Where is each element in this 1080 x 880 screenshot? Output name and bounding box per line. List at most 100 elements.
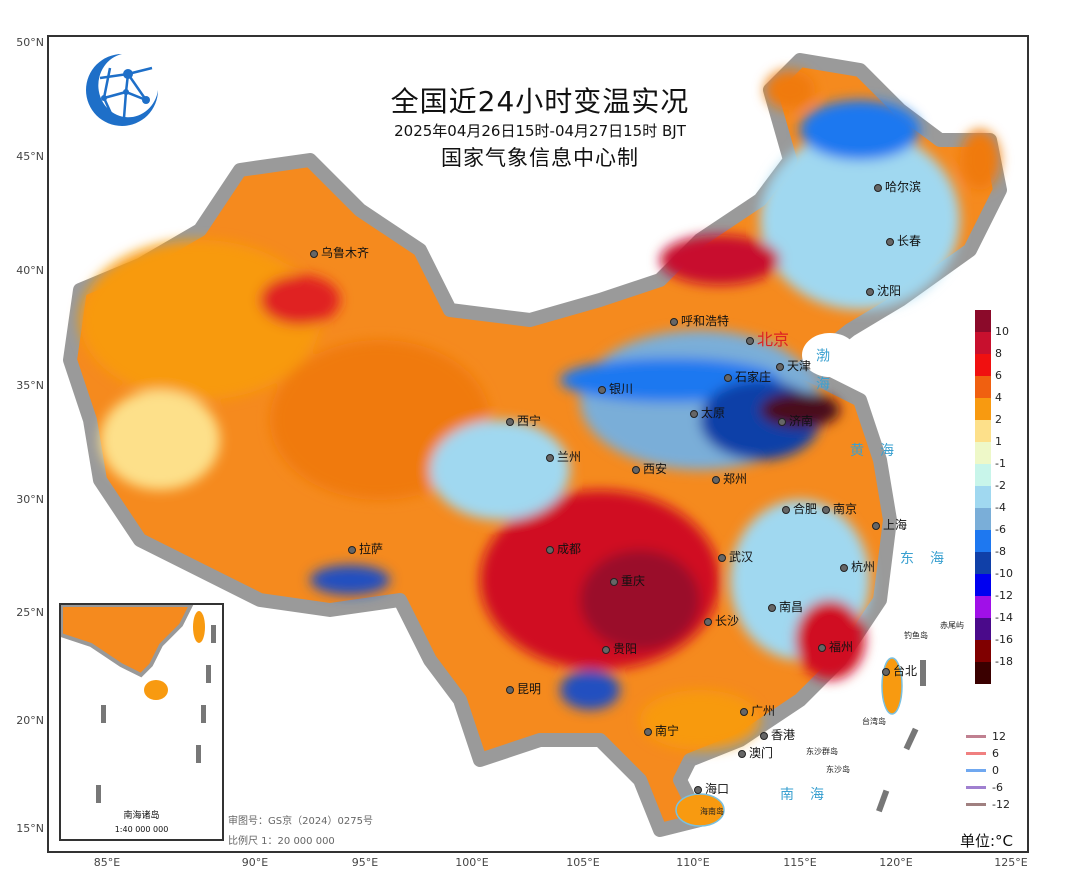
- colorbar: [975, 310, 991, 684]
- city-marker-icon: [778, 417, 786, 426]
- colorbar-bin: [975, 354, 991, 376]
- colorbar-bin: [975, 662, 991, 684]
- colorbar-bin: [975, 376, 991, 398]
- city-label: 沈阳: [866, 282, 901, 299]
- city-name: 长春: [897, 234, 922, 248]
- city-marker-icon: [712, 475, 720, 484]
- city-marker-icon: [704, 617, 712, 626]
- city-name: 贵阳: [613, 642, 638, 656]
- lon-label: 120°E: [879, 856, 913, 869]
- contour-line-legend: 12 6 0 -6 -12: [966, 728, 1010, 813]
- city-marker-icon: [690, 409, 698, 418]
- city-name: 兰州: [557, 450, 582, 464]
- city-marker-icon: [718, 553, 726, 562]
- city-name: 乌鲁木齐: [321, 246, 370, 260]
- colorbar-tick-label: -4: [995, 501, 1006, 514]
- city-label: 长沙: [704, 612, 739, 629]
- city-label: 海口: [694, 780, 729, 797]
- island-label: 东沙群岛: [806, 747, 838, 756]
- city-name: 武汉: [729, 550, 754, 564]
- city-label: 上海: [872, 516, 907, 533]
- city-name: 济南: [789, 414, 814, 428]
- colorbar-tick-label: -14: [995, 611, 1013, 624]
- line-swatch-icon: [966, 735, 986, 738]
- city-name: 澳门: [749, 746, 774, 760]
- city-marker-icon: [872, 521, 880, 530]
- city-label: 福州: [818, 638, 853, 655]
- line-legend-label: 12: [992, 730, 1006, 743]
- lat-label: 25°N: [16, 606, 44, 619]
- city-name: 呼和浩特: [681, 314, 730, 328]
- approval-number: 审图号：GS京（2024）0275号: [228, 816, 373, 827]
- line-legend-item: 12: [966, 728, 1010, 745]
- city-name: 台北: [893, 664, 918, 678]
- colorbar-tick-label: -18: [995, 655, 1013, 668]
- line-legend-label: -6: [992, 781, 1003, 794]
- city-marker-icon: [738, 749, 746, 758]
- inset-map: [61, 605, 216, 803]
- city-marker-icon: [644, 727, 652, 736]
- city-marker-icon: [760, 731, 768, 740]
- sea-label: 渤海: [814, 348, 830, 404]
- city-label: 兰州: [546, 448, 581, 465]
- colorbar-bin: [975, 332, 991, 354]
- lat-label: 45°N: [16, 150, 44, 163]
- colorbar-tick-label: 2: [995, 413, 1002, 426]
- line-legend-label: 6: [992, 747, 999, 760]
- south-china-sea-inset: 南海诸岛 1:40 000 000: [59, 603, 224, 841]
- colorbar-bin: [975, 464, 991, 486]
- city-name: 海口: [705, 782, 730, 796]
- colorbar-bin: [975, 574, 991, 596]
- lon-label: 90°E: [241, 856, 269, 869]
- city-label: 昆明: [506, 680, 541, 697]
- unit-label: 单位:°C: [960, 832, 1014, 850]
- city-marker-icon: [746, 336, 754, 345]
- city-marker-icon: [632, 465, 640, 474]
- island-label: 钓鱼岛: [904, 631, 928, 640]
- city-label: 武汉: [718, 548, 753, 565]
- city-label: 台北: [882, 662, 917, 679]
- colorbar-tick-label: -12: [995, 589, 1013, 602]
- city-marker-icon: [840, 563, 848, 572]
- city-name: 银川: [609, 382, 634, 396]
- line-swatch-icon: [966, 803, 986, 806]
- colorbar-bin: [975, 310, 991, 332]
- city-marker-icon: [598, 385, 606, 394]
- city-label: 成都: [546, 540, 581, 557]
- colorbar-tick-label: -6: [995, 523, 1006, 536]
- producer: 国家气象信息中心制: [441, 146, 639, 170]
- title-block: 全国近24小时变温实况 2025年04月26日15时-04月27日15时 BJT…: [360, 84, 720, 174]
- colorbar-tick-label: 1: [995, 435, 1002, 448]
- city-label: 南宁: [644, 722, 679, 739]
- city-label: 北京: [746, 326, 789, 350]
- map-scale: 比例尺 1：20 000 000: [228, 836, 335, 847]
- line-legend-item: -6: [966, 779, 1010, 796]
- city-marker-icon: [694, 785, 702, 794]
- city-name: 重庆: [621, 574, 646, 588]
- map-title: 全国近24小时变温实况: [390, 85, 690, 118]
- colorbar-tick-label: 6: [995, 369, 1002, 382]
- inset-scale: 1:40 000 000: [114, 825, 169, 834]
- colorbar-bin: [975, 618, 991, 640]
- city-label: 天津: [776, 357, 811, 374]
- city-label: 长春: [886, 232, 921, 249]
- city-name: 长沙: [715, 614, 740, 628]
- city-label: 南昌: [768, 598, 803, 615]
- city-name: 南宁: [655, 724, 680, 738]
- city-label: 杭州: [840, 558, 875, 575]
- city-label: 济南: [778, 412, 813, 429]
- city-name: 北京: [757, 330, 790, 349]
- lon-label: 85°E: [93, 856, 121, 869]
- city-name: 沈阳: [877, 284, 902, 298]
- island-label: 台湾岛: [862, 717, 886, 726]
- lon-label: 100°E: [455, 856, 489, 869]
- city-marker-icon: [882, 667, 890, 676]
- line-swatch-icon: [966, 752, 986, 755]
- colorbar-tick-label: -1: [995, 457, 1006, 470]
- city-marker-icon: [546, 453, 554, 462]
- city-marker-icon: [818, 643, 826, 652]
- city-name: 成都: [557, 542, 582, 556]
- city-name: 福州: [829, 640, 854, 654]
- lat-label: 15°N: [16, 822, 44, 835]
- line-swatch-icon: [966, 769, 986, 772]
